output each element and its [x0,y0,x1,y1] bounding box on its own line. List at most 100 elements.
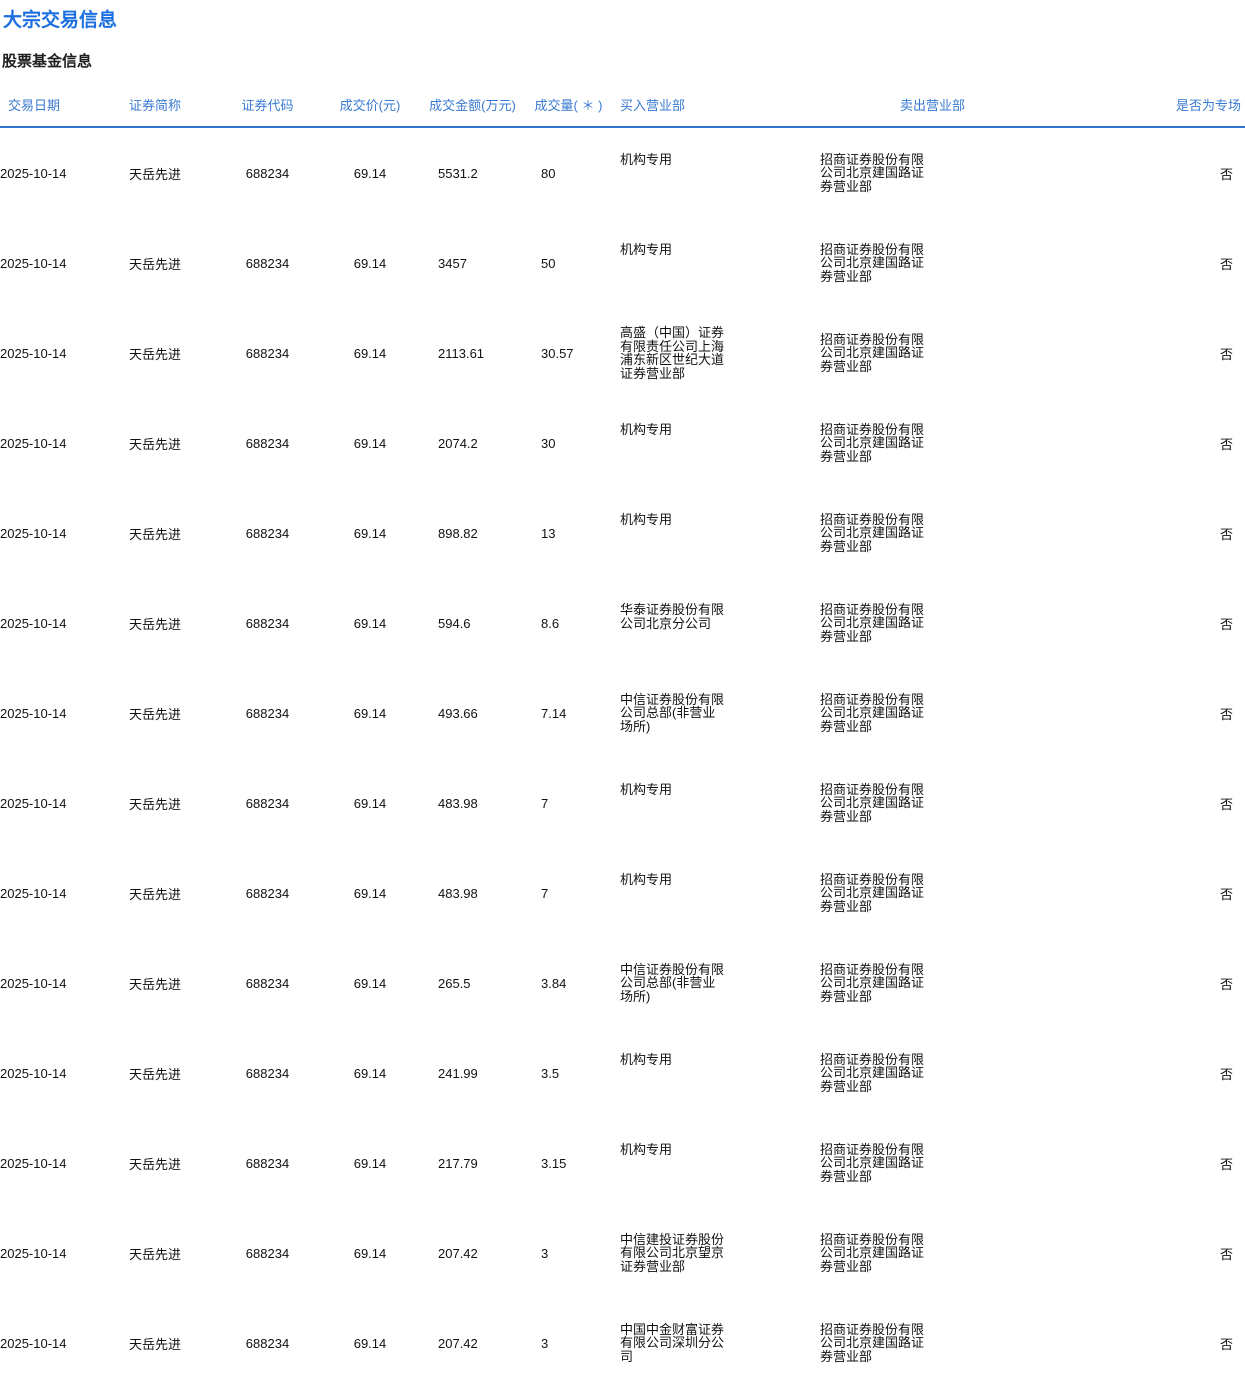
cell-security-name: 天岳先进 [128,1246,181,1262]
page-title: 大宗交易信息 [3,10,118,31]
cell-seller-branch-text: 招商证券股份有限公司北京建国路证券营业部 [820,421,925,464]
cell-special-session: 否 [1219,256,1233,272]
cell-price: 69.14 [353,885,387,901]
cell-price: 69.14 [353,435,387,451]
cell-seller-branch-text: 招商证券股份有限公司北京建国路证券营业部 [820,241,925,284]
cell-special-session: 否 [1219,166,1233,182]
cell-amount: 2074.2 [438,435,478,451]
cell-seller-branch-text: 招商证券股份有限公司北京建国路证券营业部 [820,961,925,1004]
cell-trade-date: 2025-10-14 [0,1155,67,1171]
cell-seller-branch-text: 招商证券股份有限公司北京建国路证券营业部 [820,511,925,554]
cell-security-name: 天岳先进 [128,976,181,992]
cell-price: 69.14 [353,525,387,541]
cell-security-name: 天岳先进 [128,616,181,632]
cell-amount: 2113.61 [438,345,485,361]
cell-amount: 265.5 [438,975,471,991]
cell-buyer-branch-text: 机构专用 [620,1142,673,1157]
cell-price: 69.14 [353,795,387,811]
col-header-trade-date: 交易日期 [0,95,95,128]
table-row: 2025-10-14 天岳先进 688234 69.14 493.66 7.14 中信证券股… [0,668,1245,758]
cell-security-name: 天岳先进 [128,436,181,452]
cell-trade-date: 2025-10-14 [0,795,67,811]
cell-buyer-branch: 机构专用 [612,218,810,308]
table-row: 2025-10-14 天岳先进 688234 69.14 241.99 3.5 机构专用 招商… [0,1028,1245,1118]
cell-seller-branch: 招商证券股份有限公司北京建国路证券营业部 [810,398,1055,488]
cell-security-code: 688234 [245,255,290,271]
cell-seller-branch: 招商证券股份有限公司北京建国路证券营业部 [810,127,1055,218]
table-row: 2025-10-14 天岳先进 688234 69.14 594.6 8.6 华泰证券股份有… [0,578,1245,668]
cell-seller-branch: 招商证券股份有限公司北京建国路证券营业部 [810,488,1055,578]
col-header-special-session: 是否为专场 [1055,95,1245,128]
cell-buyer-branch-text: 机构专用 [620,872,673,887]
cell-amount: 5531.2 [438,165,478,181]
cell-volume: 80 [541,165,556,181]
table-header-row: 交易日期 证券简称 证券代码 成交价(元) 成交金额(万元) 成交量( ＊ ) … [0,95,1245,128]
table-row: 2025-10-14 天岳先进 688234 69.14 2113.61 30.57 高盛（… [0,308,1245,398]
cell-seller-branch: 招商证券股份有限公司北京建国路证券营业部 [810,218,1055,308]
cell-amount: 483.98 [438,795,478,811]
cell-special-session: 否 [1219,616,1233,632]
cell-amount: 483.98 [438,885,478,901]
cell-seller-branch-text: 招商证券股份有限公司北京建国路证券营业部 [820,871,925,914]
cell-seller-branch: 招商证券股份有限公司北京建国路证券营业部 [810,758,1055,848]
table-row: 2025-10-14 天岳先进 688234 69.14 483.98 7 机构专用 招商证券… [0,758,1245,848]
cell-trade-date: 2025-10-14 [0,615,67,631]
cell-special-session: 否 [1219,1336,1233,1352]
cell-seller-branch-text: 招商证券股份有限公司北京建国路证券营业部 [820,1141,925,1184]
cell-trade-date: 2025-10-14 [0,525,67,541]
cell-seller-branch: 招商证券股份有限公司北京建国路证券营业部 [810,578,1055,668]
cell-volume: 8.6 [541,615,560,631]
cell-price: 69.14 [353,165,387,181]
cell-seller-branch-text: 招商证券股份有限公司北京建国路证券营业部 [820,601,925,644]
cell-security-name: 天岳先进 [128,1066,181,1082]
col-header-security-code: 证券代码 [215,95,320,128]
cell-price: 69.14 [353,975,387,991]
cell-price: 69.14 [353,345,387,361]
cell-security-code: 688234 [245,1065,290,1081]
col-header-security-name: 证券简称 [95,95,215,128]
cell-special-session: 否 [1219,346,1233,362]
cell-buyer-branch: 高盛（中国）证券有限责任公司上海浦东新区世纪大道证券营业部 [612,308,810,398]
cell-special-session: 否 [1219,526,1233,542]
cell-security-code: 688234 [245,885,290,901]
cell-security-name: 天岳先进 [128,166,181,182]
col-header-seller-branch: 卖出营业部 [810,95,1055,128]
cell-seller-branch: 招商证券股份有限公司北京建国路证券营业部 [810,1118,1055,1208]
cell-buyer-branch: 机构专用 [612,848,810,938]
cell-special-session: 否 [1219,436,1233,452]
cell-buyer-branch-text: 机构专用 [620,512,673,527]
cell-seller-branch-text: 招商证券股份有限公司北京建国路证券营业部 [820,691,925,734]
table-row: 2025-10-14 天岳先进 688234 69.14 207.42 3 中国中金财富证券… [0,1298,1245,1388]
cell-trade-date: 2025-10-14 [0,255,67,271]
cell-trade-date: 2025-10-14 [0,1335,67,1351]
cell-trade-date: 2025-10-14 [0,165,67,181]
table-row: 2025-10-14 天岳先进 688234 69.14 2074.2 30 机构专用 招商证… [0,398,1245,488]
table-row: 2025-10-14 天岳先进 688234 69.14 898.82 13 机构专用 招商证… [0,488,1245,578]
col-header-volume: 成交量( ＊ ) [525,95,612,128]
cell-security-name: 天岳先进 [128,1156,181,1172]
cell-special-session: 否 [1219,796,1233,812]
cell-buyer-branch: 中信证券股份有限公司总部(非营业场所) [612,668,810,758]
cell-security-name: 天岳先进 [128,796,181,812]
table-row: 2025-10-14 天岳先进 688234 69.14 217.79 3.15 机构专用 招… [0,1118,1245,1208]
cell-buyer-branch-text: 中信建投证券股份有限公司北京望京证券营业部 [620,1231,725,1274]
cell-buyer-branch: 中信证券股份有限公司总部(非营业场所) [612,938,810,1028]
cell-seller-branch-text: 招商证券股份有限公司北京建国路证券营业部 [820,1231,925,1274]
cell-volume: 7 [541,885,549,901]
cell-special-session: 否 [1219,706,1233,722]
cell-buyer-branch-text: 机构专用 [620,152,673,167]
cell-seller-branch-text: 招商证券股份有限公司北京建国路证券营业部 [820,1321,925,1364]
cell-price: 69.14 [353,1245,387,1261]
cell-volume: 13 [541,525,556,541]
cell-amount: 594.6 [438,615,471,631]
cell-volume: 7.14 [541,705,567,721]
cell-volume: 7 [541,795,549,811]
table-row: 2025-10-14 天岳先进 688234 69.14 265.5 3.84 中信证券股份… [0,938,1245,1028]
cell-trade-date: 2025-10-14 [0,435,67,451]
cell-seller-branch-text: 招商证券股份有限公司北京建国路证券营业部 [820,781,925,824]
cell-special-session: 否 [1219,1066,1233,1082]
cell-security-name: 天岳先进 [128,1336,181,1352]
cell-special-session: 否 [1219,1246,1233,1262]
cell-price: 69.14 [353,705,387,721]
